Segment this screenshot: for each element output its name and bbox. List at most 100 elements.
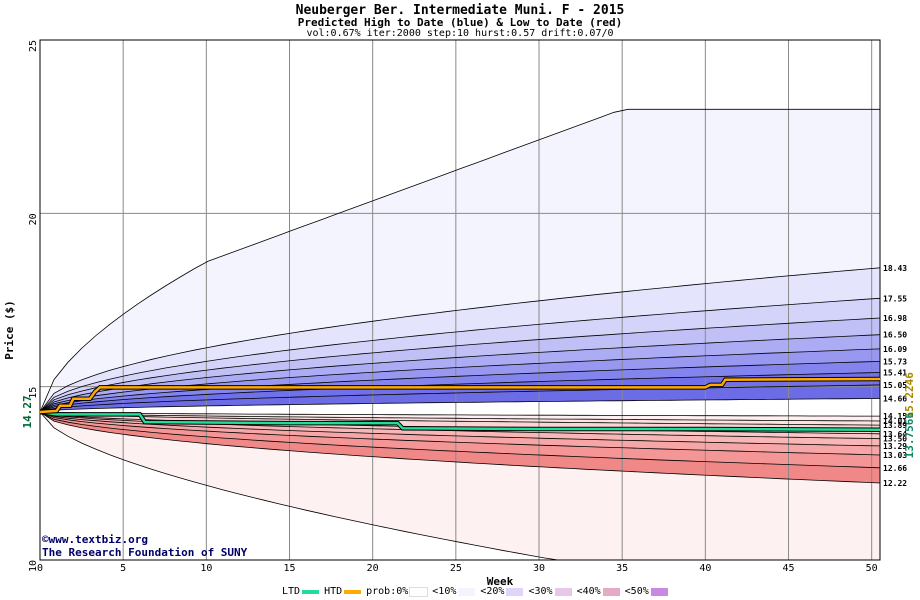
- percentile-curve: [39, 372, 881, 413]
- percentile-curve: [39, 411, 881, 484]
- upper-band: [40, 318, 880, 412]
- percentile-label: 18.43: [883, 264, 907, 273]
- legend-30-label: <30%: [528, 586, 553, 597]
- percentile-curve: [39, 334, 881, 413]
- legend-20-swatch: [506, 587, 524, 596]
- percentile-curve: [39, 297, 881, 413]
- htd-final-label: 15.2246: [903, 372, 916, 419]
- x-tick-label: 50: [866, 563, 878, 574]
- percentile-curve: [39, 361, 881, 413]
- legend-ltd-line: [302, 589, 320, 594]
- x-tick-label: 5: [120, 563, 126, 574]
- probability-bands: [40, 109, 880, 560]
- x-tick-label: 40: [699, 563, 711, 574]
- y-tick-label: 10: [28, 560, 39, 572]
- y-tick-label: 20: [28, 213, 39, 225]
- percentile-curve: [39, 108, 880, 413]
- percentile-label: 16.50: [883, 331, 907, 340]
- percentile-label: 13.50: [883, 435, 907, 444]
- percentile-curve: [39, 398, 881, 413]
- percentile-label: 12.22: [883, 479, 907, 488]
- legend-30: <30%: [528, 586, 573, 597]
- legend-40-label: <40%: [576, 586, 601, 597]
- percentile-label: 13.29: [883, 442, 907, 451]
- percentile-label: 16.98: [883, 314, 907, 323]
- percentile-label: 13.89: [883, 421, 907, 430]
- legend-ltd-label: LTD: [282, 586, 301, 597]
- percentile-curve: [39, 411, 881, 469]
- x-tick-label: 35: [616, 563, 628, 574]
- x-tick-label: 20: [367, 563, 379, 574]
- percentile-curve: [39, 267, 881, 413]
- upper-band: [40, 334, 880, 412]
- legend-40-swatch: [602, 587, 620, 596]
- percentile-curve: [39, 411, 881, 426]
- legend-50: <50%: [625, 586, 670, 597]
- percentile-label: 12.66: [883, 464, 907, 473]
- y-tick-label: 25: [28, 40, 39, 52]
- upper-band: [40, 109, 880, 413]
- plot-border: [39, 39, 881, 561]
- htd-line: [39, 377, 881, 414]
- lower-band: [40, 412, 880, 560]
- chart-subtitle: Predicted High to Date (blue) & Low to D…: [297, 16, 623, 29]
- chart-params: vol:0.67% iter:2000 step:10 hurst:0.57 d…: [306, 28, 614, 39]
- credit-organization: The Research Foundation of SUNY: [42, 546, 248, 559]
- upper-band: [40, 384, 880, 412]
- legend-10-swatch: [458, 587, 476, 596]
- legend-prob0-label: prob:0%: [366, 586, 409, 597]
- legend-50-swatch: [650, 587, 668, 596]
- x-tick-label: 10: [200, 563, 212, 574]
- legend-prob0-swatch: [409, 586, 429, 597]
- legend-20: <20%: [480, 586, 525, 597]
- percentile-curve: [39, 317, 881, 413]
- legend-20-label: <20%: [480, 586, 505, 597]
- ltd-line: [39, 410, 881, 431]
- legend-10-label: <10%: [432, 586, 457, 597]
- x-tick-label: 15: [283, 563, 295, 574]
- legend: LTD HTD prob:0% <10% <20% <30% <40% <50: [282, 586, 673, 597]
- percentile-label: 17.55: [883, 294, 907, 303]
- lower-band: [40, 412, 880, 468]
- percentile-label: 14.66: [883, 394, 907, 403]
- start-price-label: 14.27: [21, 395, 34, 428]
- percentile-label: 14.01: [883, 417, 907, 426]
- percentile-curve: [39, 411, 881, 456]
- center-band: [40, 398, 880, 417]
- upper-band: [40, 267, 880, 412]
- percentile-curve: [39, 411, 881, 447]
- x-tick-label: 25: [450, 563, 462, 574]
- percentile-label: 15.73: [883, 357, 907, 366]
- x-tick-label: 45: [782, 563, 794, 574]
- percentile-label: 13.03: [883, 451, 907, 460]
- percentile-curve: [39, 411, 880, 417]
- percentile-label: 13.64: [883, 430, 907, 439]
- x-tick-label: 30: [533, 563, 545, 574]
- legend-htd-label: HTD: [324, 586, 343, 597]
- credit-website: ©www.textbiz.org: [42, 533, 148, 546]
- legend-htd: HTD: [324, 586, 363, 597]
- lower-band: [40, 412, 880, 483]
- chart-title: Neuberger Ber. Intermediate Muni. F - 20…: [295, 3, 625, 18]
- legend-30-swatch: [554, 587, 572, 596]
- upper-band: [40, 372, 880, 412]
- percentile-label: 16.09: [883, 345, 907, 354]
- ltd-final-label: 13.7566: [903, 412, 916, 459]
- legend-prob0: prob:0%: [366, 586, 429, 597]
- legend-50-label: <50%: [624, 586, 649, 597]
- lower-band: [40, 412, 880, 439]
- lower-band: [40, 412, 880, 455]
- percentile-label: 15.41: [883, 368, 907, 377]
- percentile-label: 15.05: [883, 381, 907, 390]
- legend-htd-line: [344, 589, 362, 594]
- percentile-curve: [39, 411, 881, 422]
- x-axis-label: Week: [487, 575, 514, 588]
- legend-40: <40%: [577, 586, 622, 597]
- y-axis-label: Price ($): [3, 300, 16, 360]
- percentile-curves: [39, 108, 881, 561]
- legend-10: <10%: [432, 586, 477, 597]
- y-tick-label: 15: [28, 387, 39, 399]
- percentile-label: 14.15: [883, 412, 907, 421]
